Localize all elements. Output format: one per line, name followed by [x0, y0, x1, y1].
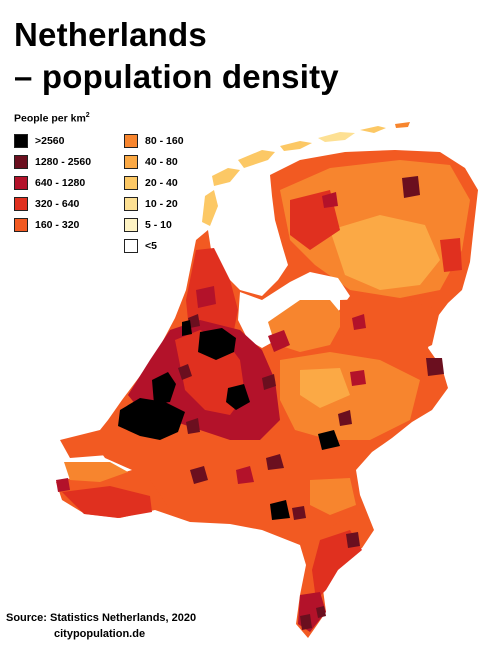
- region-amsterdam: [198, 328, 236, 360]
- region-overijssel: [340, 298, 440, 360]
- legend-label: 5 - 10: [145, 218, 172, 231]
- legend-item: 320 - 640: [14, 193, 91, 214]
- legend-item: 640 - 1280: [14, 172, 91, 193]
- legend-swatch: [124, 196, 138, 211]
- wadden-island: [318, 132, 355, 142]
- legend-swatch: [14, 196, 28, 211]
- region-amersfoort: [262, 374, 276, 390]
- legend-item: 80 - 160: [124, 130, 184, 151]
- legend-label: 1280 - 2560: [35, 155, 92, 168]
- region-zeeland-island: [64, 462, 128, 482]
- title-line-2: – population density: [14, 58, 339, 95]
- legend-swatch: [124, 175, 138, 190]
- legend-column-2: 80 - 160 40 - 80 20 - 40 10 - 20 5 - 10 …: [124, 130, 184, 256]
- region-arnhem-nijmegen: [318, 430, 340, 450]
- legend-heading: People per km2: [14, 112, 90, 125]
- region-the-hague: [152, 372, 176, 404]
- legend-item: 20 - 40: [124, 172, 184, 193]
- legend-label: 640 - 1280: [35, 176, 86, 189]
- legend-item: <5: [124, 235, 184, 256]
- region-eindhoven: [270, 500, 290, 520]
- legend-swatch: [14, 154, 28, 169]
- legend-item: 10 - 20: [124, 193, 184, 214]
- region-maastricht: [300, 614, 312, 630]
- wadden-island: [395, 122, 410, 128]
- region-enschede: [426, 358, 444, 376]
- region-tilburg: [236, 466, 254, 484]
- wadden-island: [202, 190, 218, 226]
- legend-label: >2560: [35, 134, 65, 147]
- region-vlissingen: [56, 478, 70, 492]
- legend-item: >2560: [14, 130, 91, 151]
- wadden-island: [280, 141, 312, 151]
- legend-swatch: [124, 238, 138, 253]
- title-line-1: Netherlands: [14, 16, 207, 53]
- region-rotterdam: [118, 398, 185, 440]
- legend-item: 1280 - 2560: [14, 151, 91, 172]
- map-title: Netherlands – population density: [14, 14, 339, 98]
- region-drenthe: [330, 215, 440, 290]
- legend-label: 80 - 160: [145, 134, 184, 147]
- legend-label: 10 - 20: [145, 197, 178, 210]
- region-groningen-city: [402, 176, 420, 198]
- legend-heading-superscript: 2: [85, 112, 90, 119]
- legend-swatch: [124, 154, 138, 169]
- region-almere: [268, 330, 290, 352]
- region-alkmaar: [196, 286, 216, 308]
- legend-item: 40 - 80: [124, 151, 184, 172]
- region-zwolle: [352, 314, 366, 330]
- region-amsterdam-west: [188, 314, 200, 328]
- legend-label: 160 - 320: [35, 218, 80, 231]
- wadden-island: [238, 150, 275, 168]
- region-leiden: [178, 364, 192, 380]
- region-heerlen: [316, 606, 326, 618]
- legend-item: 5 - 10: [124, 214, 184, 235]
- legend-label: <5: [145, 239, 157, 252]
- region-zeeland-island: [60, 430, 120, 458]
- region-apeldoorn: [350, 370, 366, 386]
- source-line: Source: Statistics Netherlands, 2020: [6, 612, 197, 624]
- source-note: Source: Statistics Netherlands, 2020 cit…: [6, 610, 196, 642]
- wadden-island: [212, 168, 240, 186]
- legend-swatch: [14, 133, 28, 148]
- region-haarlem: [182, 320, 192, 336]
- region-brabant-east: [310, 478, 356, 515]
- region-helmond: [292, 506, 306, 520]
- legend-column-1: >2560 1280 - 2560 640 - 1280 320 - 640 1…: [14, 130, 91, 235]
- legend-swatch: [124, 133, 138, 148]
- region-emmen: [440, 238, 462, 272]
- region-den-bosch: [266, 454, 284, 470]
- region-dordrecht: [186, 418, 200, 434]
- region-venlo: [346, 532, 360, 548]
- wadden-island: [360, 126, 386, 133]
- legend-swatch: [124, 217, 138, 232]
- legend-heading-text: People per km: [14, 112, 86, 125]
- legend-swatch: [14, 217, 28, 232]
- region-leeuwarden: [322, 192, 338, 208]
- region-breda: [190, 466, 208, 484]
- legend-label: 320 - 640: [35, 197, 80, 210]
- legend-swatch: [14, 175, 28, 190]
- source-website: citypopulation.de: [54, 628, 146, 640]
- legend-label: 40 - 80: [145, 155, 178, 168]
- region-utrecht: [226, 384, 250, 410]
- region-arnhem: [338, 410, 352, 426]
- legend-label: 20 - 40: [145, 176, 178, 189]
- legend-item: 160 - 320: [14, 214, 91, 235]
- region-veluwe: [300, 368, 350, 408]
- region-zeeland-south: [62, 486, 152, 518]
